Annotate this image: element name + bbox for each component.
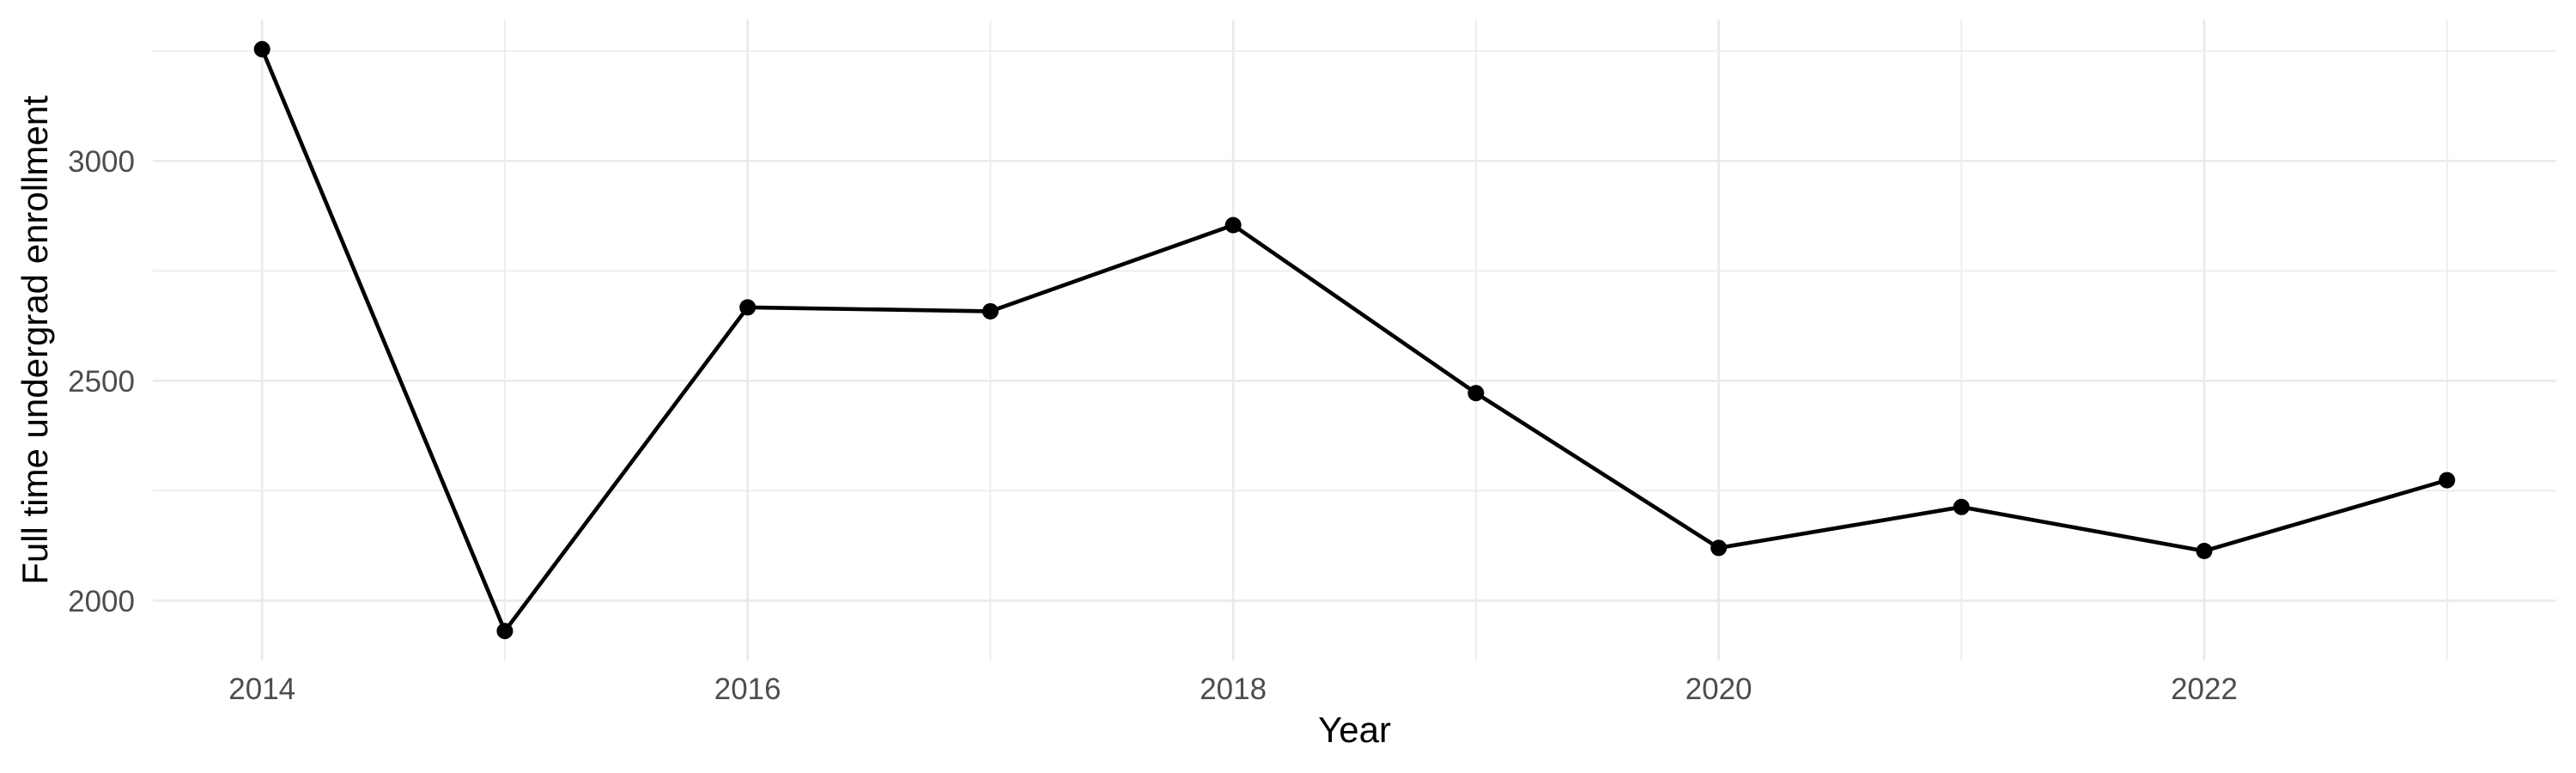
series-line bbox=[260, 48, 2448, 633]
x-tick-label: 2022 bbox=[2171, 673, 2238, 706]
data-point bbox=[1224, 216, 1242, 234]
grid-minor bbox=[153, 20, 2556, 660]
data-point bbox=[2439, 472, 2456, 489]
y-tick-label: 3000 bbox=[68, 145, 135, 179]
data-point bbox=[2196, 543, 2213, 560]
x-axis-title: Year bbox=[1318, 709, 1391, 750]
series-points bbox=[253, 40, 2456, 640]
y-axis-tick-labels: 2000 2500 3000 bbox=[68, 145, 135, 618]
y-tick-label: 2500 bbox=[68, 365, 135, 399]
y-axis-title: Full time undergrad enrollment bbox=[15, 95, 55, 585]
data-point bbox=[739, 299, 756, 316]
data-point bbox=[1710, 539, 1728, 557]
data-point bbox=[496, 623, 513, 640]
x-tick-label: 2014 bbox=[228, 673, 295, 706]
data-point bbox=[253, 40, 270, 58]
x-axis-tick-labels: 2014 2016 2018 2020 2022 bbox=[228, 673, 2238, 706]
data-point bbox=[1467, 385, 1485, 402]
x-tick-label: 2016 bbox=[714, 673, 781, 706]
x-tick-label: 2018 bbox=[1200, 673, 1267, 706]
data-point bbox=[1953, 498, 1970, 515]
y-tick-label: 2000 bbox=[68, 585, 135, 618]
x-tick-label: 2020 bbox=[1686, 673, 1753, 706]
grid-major bbox=[153, 20, 2556, 660]
data-point bbox=[981, 302, 999, 320]
